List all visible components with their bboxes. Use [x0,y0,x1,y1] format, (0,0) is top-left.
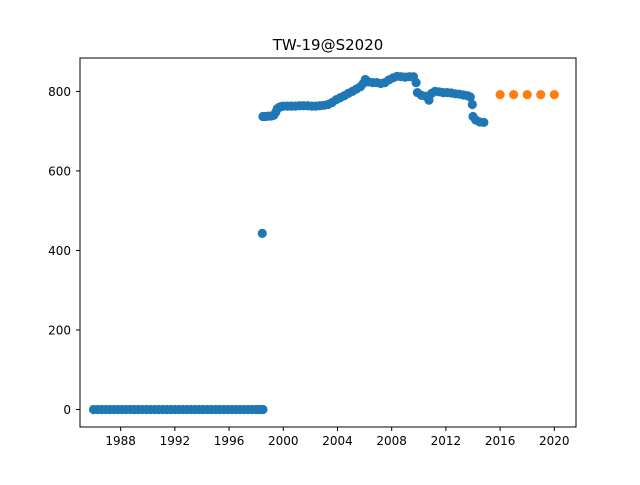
x-tick-label-7: 2016 [485,434,516,448]
y-tick-label-3: 600 [48,164,71,178]
x-tick-label-8: 2020 [539,434,570,448]
x-tick-label-6: 2012 [431,434,462,448]
series-1-point-4 [550,90,559,99]
series-1-point-2 [523,90,532,99]
x-tick-label-3: 2000 [268,434,299,448]
series-0-point-43 [258,405,267,414]
series-0-point-88 [411,78,420,87]
series-1-point-3 [536,90,545,99]
x-tick-label-1: 1992 [160,434,191,448]
y-tick-label-4: 800 [48,85,71,99]
series-0-point-108 [479,118,488,127]
y-tick-label-1: 200 [48,323,71,337]
x-tick-label-0: 1988 [105,434,136,448]
series-0-point-44 [258,229,267,238]
series-1-point-0 [496,90,505,99]
y-tick-label-2: 400 [48,244,71,258]
chart-title: TW-19@S2020 [272,36,384,54]
series-0-point-104 [468,100,477,109]
x-tick-label-2: 1996 [214,434,245,448]
x-tick-label-4: 2004 [322,434,353,448]
x-tick-label-5: 2008 [376,434,407,448]
series-1-point-1 [509,90,518,99]
y-tick-label-0: 0 [63,403,71,417]
